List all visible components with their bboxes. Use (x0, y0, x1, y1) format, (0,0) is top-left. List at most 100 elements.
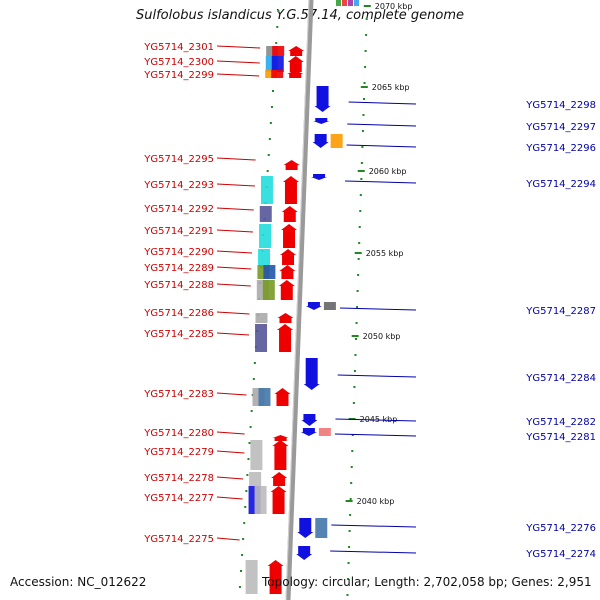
forward-gene-label[interactable]: YG5714_2295 (143, 154, 214, 165)
track-dot (347, 578, 349, 580)
forward-gene-arrow[interactable] (287, 70, 304, 78)
forward-gene-label[interactable]: YG5714_2283 (143, 389, 214, 400)
forward-gene-arrow[interactable] (280, 249, 297, 265)
forward-gene-label[interactable]: YG5714_2280 (143, 428, 214, 439)
reverse-gene-leader (346, 144, 417, 148)
reverse-gene-label[interactable]: YG5714_2274 (525, 549, 596, 560)
forward-gene-arrow[interactable] (270, 486, 287, 514)
reverse-gene-label[interactable]: YG5714_2294 (525, 179, 596, 190)
scale-tick-label: 2045 kbp (360, 415, 398, 424)
track-dot (250, 410, 253, 412)
forward-gene-leader (216, 392, 247, 396)
forward-gene-label[interactable]: YG5714_2292 (143, 204, 214, 215)
scale-tick (354, 252, 362, 254)
track-dot (354, 354, 357, 356)
scale-tick-label: 2070 kbp (375, 2, 413, 11)
track-dot (347, 562, 350, 564)
feature-block (342, 0, 347, 6)
reverse-gene-label[interactable]: YG5714_2296 (525, 143, 596, 154)
forward-gene-arrow[interactable] (277, 324, 294, 352)
forward-gene-arrow[interactable] (272, 440, 289, 470)
forward-gene-label[interactable]: YG5714_2289 (143, 263, 214, 274)
reverse-gene-label[interactable]: YG5714_2287 (525, 306, 596, 317)
track-dot (272, 90, 274, 92)
track-dot (350, 482, 353, 484)
forward-gene-label[interactable]: YG5714_2277 (143, 493, 214, 504)
forward-gene-arrow[interactable] (283, 160, 300, 170)
forward-gene-arrow[interactable] (277, 313, 294, 323)
feature-block (245, 560, 258, 594)
forward-gene-arrow[interactable] (272, 435, 289, 441)
track-dot (253, 362, 256, 364)
reverse-gene-arrow[interactable] (305, 302, 322, 310)
reverse-gene-label[interactable]: YG5714_2276 (525, 523, 596, 534)
forward-gene-label[interactable]: YG5714_2299 (143, 70, 214, 81)
track-dot (275, 42, 278, 44)
forward-gene-label[interactable]: YG5714_2301 (143, 42, 214, 53)
track-dot (277, 10, 280, 12)
reverse-gene-leader (334, 433, 417, 437)
forward-gene-label[interactable]: YG5714_2293 (143, 180, 214, 191)
reverse-gene-arrow[interactable] (314, 86, 331, 112)
forward-gene-label[interactable]: YG5714_2291 (143, 226, 214, 237)
scale-tick (351, 335, 359, 337)
reverse-gene-arrow[interactable] (303, 358, 320, 390)
forward-gene-arrow[interactable] (287, 56, 304, 72)
forward-gene-label[interactable]: YG5714_2300 (143, 57, 214, 68)
forward-gene-arrow[interactable] (281, 224, 298, 248)
track-dot (346, 594, 349, 596)
track-dot (357, 274, 360, 276)
forward-gene-label[interactable]: YG5714_2275 (143, 534, 214, 545)
forward-gene-arrow[interactable] (279, 265, 296, 279)
reverse-gene-arrow[interactable] (311, 174, 328, 180)
track-dot (356, 306, 359, 308)
reverse-gene-arrow[interactable] (312, 134, 329, 148)
feature-block (336, 0, 341, 6)
track-dot (364, 66, 367, 68)
forward-gene-leader (216, 283, 251, 287)
scale-tick-label: 2050 kbp (363, 332, 401, 341)
feature-block (354, 0, 359, 6)
reverse-gene-label[interactable]: YG5714_2298 (525, 100, 596, 111)
scale-tick-label: 2055 kbp (366, 249, 404, 258)
forward-gene-leader (216, 311, 250, 315)
genome-backbone-highlight (285, 0, 310, 600)
forward-gene-arrow[interactable] (271, 472, 288, 486)
scale-tick-label: 2065 kbp (372, 83, 410, 92)
forward-gene-label[interactable]: YG5714_2286 (143, 308, 214, 319)
forward-gene-label[interactable]: YG5714_2278 (143, 473, 214, 484)
track-dot (249, 426, 252, 428)
reverse-gene-arrow[interactable] (297, 518, 314, 538)
genome-title: Sulfolobus islandicus Y.G.57.14, complet… (136, 8, 464, 23)
track-dot (350, 466, 353, 468)
forward-gene-leader (216, 537, 240, 541)
reverse-gene-arrow[interactable] (313, 118, 330, 124)
forward-gene-arrow[interactable] (281, 206, 298, 222)
track-dot (252, 378, 255, 380)
reverse-gene-label[interactable]: YG5714_2281 (525, 432, 596, 443)
track-dot (349, 514, 352, 516)
reverse-gene-arrow[interactable] (296, 546, 313, 560)
forward-gene-leader (216, 229, 254, 233)
track-dot (355, 322, 358, 324)
track-dot (269, 122, 272, 124)
feature-block (263, 265, 276, 279)
forward-gene-arrow[interactable] (278, 280, 295, 300)
forward-gene-label[interactable]: YG5714_2285 (143, 329, 214, 340)
forward-gene-arrow[interactable] (288, 46, 305, 56)
reverse-gene-arrow[interactable] (301, 414, 318, 426)
forward-gene-arrow[interactable] (282, 176, 299, 204)
forward-gene-arrow[interactable] (267, 560, 284, 594)
forward-gene-label[interactable]: YG5714_2279 (143, 447, 214, 458)
forward-gene-arrow[interactable] (274, 388, 291, 406)
track-dot (363, 98, 365, 100)
reverse-gene-label[interactable]: YG5714_2284 (525, 373, 596, 384)
forward-gene-label[interactable]: YG5714_2290 (143, 247, 214, 258)
reverse-gene-label[interactable]: YG5714_2282 (525, 417, 596, 428)
feature-block (271, 70, 284, 78)
forward-gene-label[interactable]: YG5714_2288 (143, 280, 214, 291)
reverse-gene-label[interactable]: YG5714_2297 (525, 122, 596, 133)
feature-block (255, 324, 268, 352)
reverse-gene-leader (348, 101, 417, 105)
reverse-gene-arrow[interactable] (300, 428, 317, 436)
